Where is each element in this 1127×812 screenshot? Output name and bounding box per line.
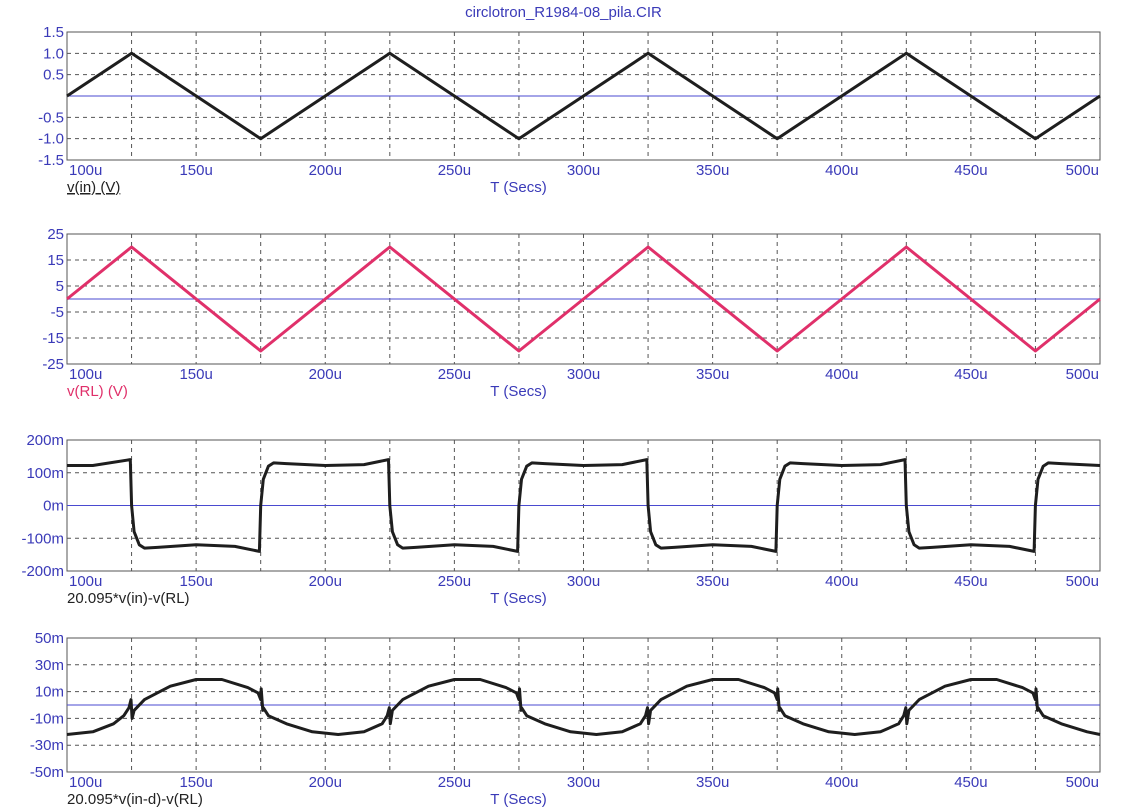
- y-tick-label: -1.0: [38, 131, 64, 148]
- trace-label: 20.095*v(in)-v(RL): [67, 590, 190, 607]
- x-tick-label: 350u: [696, 162, 729, 179]
- trace-label: 20.095*v(in-d)-v(RL): [67, 791, 203, 808]
- x-tick-label: 500u: [1066, 573, 1099, 590]
- x-tick-label: 500u: [1066, 366, 1099, 383]
- y-tick-label: -1.5: [38, 152, 64, 169]
- x-tick-label: 300u: [567, 366, 600, 383]
- y-tick-label: -5: [51, 304, 64, 321]
- x-tick-label: 250u: [438, 366, 471, 383]
- trace-label: v(in) (V): [67, 179, 120, 196]
- y-tick-label: -30m: [30, 737, 64, 754]
- x-tick-label: 350u: [696, 366, 729, 383]
- trace-label: v(RL) (V): [67, 383, 128, 400]
- x-axis-title: T (Secs): [490, 383, 546, 400]
- x-tick-label: 250u: [438, 162, 471, 179]
- x-tick-label: 450u: [954, 774, 987, 791]
- series-line: [66, 678, 1101, 736]
- y-tick-label: 100m: [26, 465, 64, 482]
- y-tick-label: -10m: [30, 710, 64, 727]
- x-tick-label: 100u: [69, 162, 102, 179]
- y-tick-label: 30m: [35, 657, 64, 674]
- y-tick-label: -50m: [30, 764, 64, 781]
- x-tick-label: 100u: [69, 366, 102, 383]
- page-title: circlotron_R1984-08_pila.CIR: [465, 4, 662, 21]
- y-tick-label: -100m: [21, 530, 64, 547]
- y-tick-label: 0.5: [43, 67, 64, 84]
- x-tick-label: 350u: [696, 774, 729, 791]
- x-tick-label: 150u: [179, 774, 212, 791]
- y-tick-label: -15: [42, 330, 64, 347]
- y-tick-label: 5: [56, 278, 64, 295]
- x-tick-label: 300u: [567, 573, 600, 590]
- x-tick-label: 150u: [179, 366, 212, 383]
- x-tick-label: 200u: [309, 573, 342, 590]
- x-tick-label: 450u: [954, 162, 987, 179]
- y-tick-label: -0.5: [38, 109, 64, 126]
- series-line: [66, 51, 1101, 141]
- x-tick-label: 300u: [567, 774, 600, 791]
- x-tick-label: 400u: [825, 573, 858, 590]
- x-tick-label: 100u: [69, 774, 102, 791]
- x-axis-title: T (Secs): [490, 179, 546, 196]
- x-tick-label: 100u: [69, 573, 102, 590]
- y-tick-label: 1.5: [43, 24, 64, 41]
- y-tick-label: 0m: [43, 498, 64, 515]
- x-tick-label: 250u: [438, 573, 471, 590]
- x-tick-label: 500u: [1066, 774, 1099, 791]
- x-tick-label: 400u: [825, 162, 858, 179]
- series-line: [66, 245, 1101, 353]
- x-tick-label: 450u: [954, 366, 987, 383]
- x-tick-label: 400u: [825, 774, 858, 791]
- x-axis-title: T (Secs): [490, 590, 546, 607]
- y-tick-label: -200m: [21, 563, 64, 580]
- y-tick-label: 10m: [35, 684, 64, 701]
- x-tick-label: 250u: [438, 774, 471, 791]
- x-axis-title: T (Secs): [490, 791, 546, 808]
- x-tick-label: 200u: [309, 774, 342, 791]
- y-tick-label: -25: [42, 356, 64, 373]
- y-tick-label: 1.0: [43, 45, 64, 62]
- series-line: [67, 458, 1101, 553]
- x-tick-label: 300u: [567, 162, 600, 179]
- x-tick-label: 500u: [1066, 162, 1099, 179]
- y-tick-label: 50m: [35, 630, 64, 647]
- y-tick-label: 25: [47, 226, 64, 243]
- x-tick-label: 150u: [179, 573, 212, 590]
- x-tick-label: 400u: [825, 366, 858, 383]
- y-tick-label: 15: [47, 252, 64, 269]
- x-tick-label: 350u: [696, 573, 729, 590]
- x-tick-label: 200u: [309, 366, 342, 383]
- x-tick-label: 200u: [309, 162, 342, 179]
- y-tick-label: 200m: [26, 432, 64, 449]
- x-tick-label: 150u: [179, 162, 212, 179]
- x-tick-label: 450u: [954, 573, 987, 590]
